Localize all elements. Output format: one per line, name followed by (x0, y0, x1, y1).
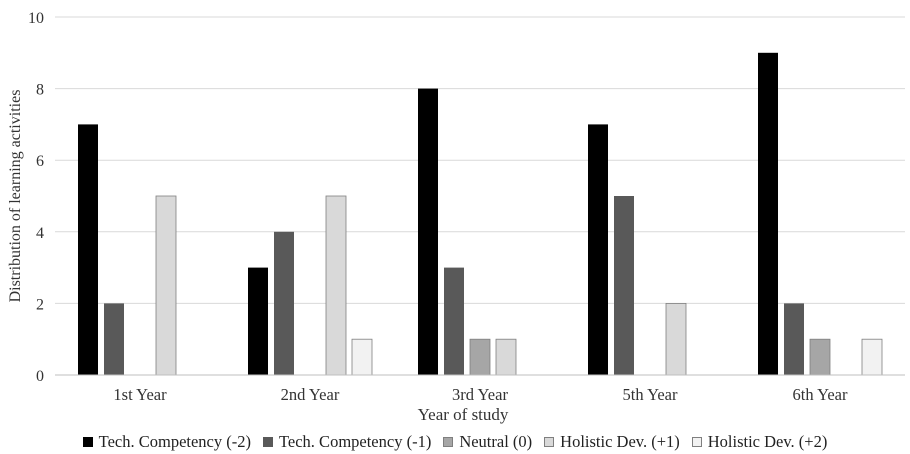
y-tick-label: 8 (36, 82, 44, 99)
legend-label: Tech. Competency (-2) (98, 432, 251, 451)
legend-item: Holistic Dev. (+1) (544, 432, 680, 452)
legend-swatch (544, 437, 555, 447)
bar (104, 303, 124, 375)
bar (758, 52, 778, 376)
bar (78, 124, 98, 376)
bar (861, 338, 883, 376)
bar (495, 338, 517, 376)
legend-swatch (262, 437, 273, 447)
x-tick-label: 6th Year (792, 385, 848, 404)
bar (588, 124, 608, 376)
y-tick-label: 6 (36, 153, 44, 170)
y-tick-label: 4 (36, 225, 44, 242)
bar (155, 195, 177, 376)
legend: Tech. Competency (-2) Tech. Competency (-… (0, 432, 910, 452)
bar (274, 231, 294, 375)
bar (809, 338, 831, 376)
legend-label: Holistic Dev. (+2) (707, 432, 828, 451)
x-axis-label: Year of study (418, 405, 509, 424)
x-tick-label: 1st Year (113, 385, 167, 404)
x-tick-label: 2nd Year (281, 385, 340, 404)
bar (469, 338, 491, 376)
y-axis-ticks: 0 2 4 6 8 10 (28, 10, 44, 385)
bar (418, 88, 438, 375)
y-axis-label: Distribution of learning activities (7, 90, 24, 303)
legend-label: Neutral (0) (459, 432, 533, 451)
legend-item: Tech. Competency (-1) (262, 432, 432, 452)
bars (78, 52, 883, 376)
bar (351, 338, 373, 376)
bar (784, 303, 804, 375)
legend-swatch (443, 437, 454, 447)
bar (665, 302, 687, 376)
x-tick-label: 3rd Year (452, 385, 508, 404)
bar (248, 267, 268, 375)
legend-item: Neutral (0) (443, 432, 532, 452)
bar-chart: 0 2 4 6 8 10 1st Year 2nd Year 3rd Year 5th Year… (7, 10, 905, 424)
legend-swatch (691, 437, 702, 447)
y-tick-label: 10 (28, 10, 44, 27)
bar (444, 267, 464, 375)
legend-label: Tech. Competency (-1) (278, 432, 432, 451)
bar (614, 196, 634, 375)
x-tick-label: 5th Year (622, 385, 678, 404)
y-tick-label: 2 (36, 296, 44, 313)
legend-item: Tech. Competency (-2) (82, 432, 251, 452)
legend-label: Holistic Dev. (+1) (560, 432, 680, 451)
legend-swatch (82, 437, 93, 447)
y-tick-label: 0 (36, 368, 44, 385)
legend-item: Holistic Dev. (+2) (691, 432, 828, 452)
bar (325, 195, 347, 376)
x-axis-ticks: 1st Year 2nd Year 3rd Year 5th Year 6th Year (113, 385, 848, 404)
